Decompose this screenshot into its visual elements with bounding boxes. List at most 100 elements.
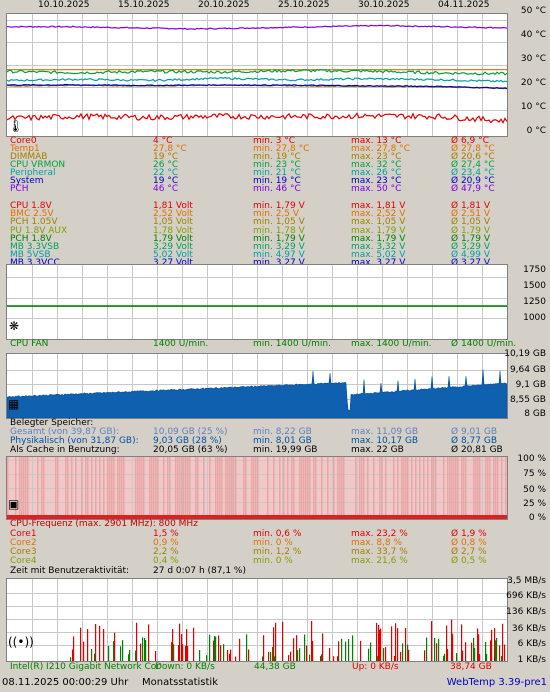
temperature-chart [6, 13, 508, 137]
current-value: 9,03 GB (28 %) [153, 436, 222, 446]
current-value: 20,05 GB (63 %) [153, 445, 228, 455]
network-down-total: 44,38 GB [254, 662, 296, 672]
network-up-bar [385, 647, 387, 661]
sensor-name: MB 3.3VSB [10, 242, 60, 252]
network-up-bar [73, 636, 75, 661]
y-tick-label: 1000 [523, 313, 546, 323]
cpu-activity-bar [267, 457, 269, 515]
network-down-bar [383, 648, 385, 661]
max-value: max. 50 °C [351, 184, 402, 194]
cpu-activity-bar [299, 457, 301, 515]
network-up-bar [72, 649, 74, 661]
sensor-name: System [10, 176, 44, 186]
cpu-activity-bar [463, 457, 465, 515]
cpu-activity-bar [451, 457, 453, 515]
max-value: max. 1,79 V [351, 225, 406, 236]
cpu-activity-bar [139, 457, 141, 515]
cpu-activity-bar [287, 457, 289, 515]
cpu-activity-bar [407, 457, 409, 515]
sensor-name: MB 5VSB [10, 250, 51, 261]
max-value: max. 8,8 % [351, 538, 403, 548]
min-value: min. 21 °C [253, 168, 301, 178]
network-up-bar [471, 642, 473, 661]
network-up-bar [478, 634, 480, 661]
cpu-activity-bar [431, 457, 433, 515]
temperature-series-line [7, 68, 507, 76]
y-tick-label: 136 KB/s [506, 607, 546, 617]
cpu-activity-bar [217, 457, 219, 515]
cpu-activity-bar [175, 457, 177, 515]
sensor-name: Core3 [10, 547, 37, 557]
fan-icon: ❋ [9, 319, 20, 333]
temperature-series-line [7, 83, 507, 90]
cpu-chart [6, 456, 508, 520]
network-up-bar [248, 649, 250, 661]
cpu-activity-bar [121, 457, 123, 515]
cpu-activity-bar [333, 457, 335, 515]
cpu-activity-bar [253, 457, 255, 515]
x-tick-label: 25.10.2025 [278, 0, 330, 10]
max-value: max. 1,81 V [351, 201, 406, 211]
sensor-name: Gesamt (von 39,87 GB): [10, 427, 120, 437]
y-tick-label: 10 °C [520, 102, 546, 112]
cpu-activity-bar [55, 457, 57, 515]
avg-value: Ø 27,8 °C [451, 144, 495, 154]
cpu-activity-bar [75, 457, 77, 515]
network-up-bar [400, 651, 402, 661]
y-tick-label: 25 % [523, 499, 546, 509]
min-value: min. 1,05 V [253, 217, 305, 228]
network-row: Intel(R) I210 Gigabit Network Cor Down: … [10, 663, 546, 672]
current-value: 1,05 Volt [153, 217, 193, 228]
cpu-activity-bar [257, 457, 259, 515]
y-tick-label: 30 °C [520, 54, 546, 64]
network-down-bar [262, 656, 264, 661]
cpu-activity-bar [427, 457, 429, 515]
cpu-activity-bar [91, 457, 93, 515]
cpu-activity-bar [151, 457, 153, 515]
max-value: max. 10,17 GB [351, 436, 419, 446]
network-up-bar [83, 641, 85, 661]
sensor-name: PCH 1.8V [10, 233, 52, 244]
network-down-bar [223, 644, 225, 661]
current-value: 22 °C [153, 168, 179, 178]
cpu-activity-bar [505, 457, 507, 515]
network-down-bar [438, 638, 440, 661]
cpu-activity-bar [111, 457, 113, 515]
current-value: 3,29 Volt [153, 242, 193, 252]
cpu-activity-bar [233, 457, 235, 515]
cpu-activity-bar [393, 457, 395, 515]
network-up-bar [140, 643, 142, 661]
y-tick-label: 8,55 GB [509, 395, 546, 405]
network-up-bar [80, 627, 82, 661]
network-up-bar [494, 628, 496, 661]
min-value: min. 1400 U/min. [253, 339, 331, 349]
cpu-activity-bar [113, 457, 115, 515]
min-value: min. 8,22 GB [253, 427, 312, 437]
current-value: 46 °C [153, 184, 179, 194]
max-value: max. 13 °C [351, 136, 402, 146]
cpu-activity-bar [405, 457, 407, 515]
min-value: min. 3 °C [253, 136, 296, 146]
current-value: 26 °C [153, 160, 179, 170]
network-down-bar [209, 634, 211, 661]
x-tick-label: 10.10.2025 [38, 0, 90, 10]
avg-value: Ø 0,8 % [451, 538, 487, 548]
memory-header: Belegter Speicher: [10, 418, 94, 428]
network-up-bar [288, 655, 290, 661]
network-up-bar [235, 656, 237, 661]
cpu-activity-bar [209, 457, 211, 515]
network-down-bar [443, 655, 445, 661]
network-up-total: 38,74 GB [450, 662, 492, 672]
network-down-bar [496, 637, 498, 661]
memory-series-area [7, 369, 507, 418]
cpu-activity-bar [475, 457, 477, 515]
avg-value: Ø 0,5 % [451, 556, 487, 566]
network-up-bar [185, 645, 187, 661]
cpu-activity-bar [243, 457, 245, 515]
cpu-activity-bar [411, 457, 413, 515]
status-version[interactable]: WebTemp 3.39-pre1 [446, 677, 547, 688]
chart-grid [7, 14, 507, 136]
memory-chart [6, 353, 508, 419]
cpu-activity-bar [403, 457, 405, 515]
network-up-bar [186, 629, 188, 661]
